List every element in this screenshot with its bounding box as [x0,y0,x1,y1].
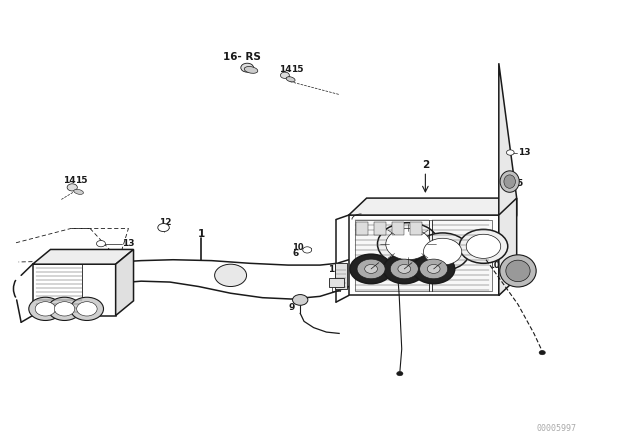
Text: 10: 10 [488,261,500,270]
Ellipse shape [500,171,519,192]
Circle shape [48,297,81,320]
Text: 15: 15 [75,176,88,185]
Circle shape [413,254,455,284]
Circle shape [350,254,392,284]
Circle shape [303,247,312,253]
Text: 13: 13 [518,148,531,157]
Circle shape [292,295,308,305]
Circle shape [397,371,403,376]
Circle shape [241,63,253,72]
Ellipse shape [500,255,536,287]
Polygon shape [499,63,516,296]
Ellipse shape [506,260,530,282]
Circle shape [539,350,545,355]
Text: 13: 13 [122,239,134,248]
Text: 11: 11 [328,265,341,274]
Bar [355,220,492,291]
Text: 4: 4 [445,251,451,260]
Text: 3: 3 [492,240,499,249]
Polygon shape [349,198,516,215]
Text: 3: 3 [406,260,413,269]
Circle shape [214,264,246,287]
Circle shape [467,234,500,258]
Bar [374,222,386,235]
Circle shape [428,264,440,273]
Polygon shape [499,198,516,296]
Bar [33,264,116,315]
Circle shape [416,233,469,271]
Circle shape [386,228,431,260]
Bar [349,215,499,296]
Circle shape [158,224,170,232]
Text: 00005997: 00005997 [536,424,576,433]
Bar [392,222,404,235]
Text: 8: 8 [483,258,489,267]
Ellipse shape [504,175,515,188]
Text: 10: 10 [292,243,304,252]
Bar [410,222,422,235]
Circle shape [460,229,508,263]
Circle shape [378,223,439,266]
Circle shape [398,264,411,273]
Polygon shape [33,250,134,264]
Circle shape [506,150,514,155]
Text: 15: 15 [291,65,303,73]
Circle shape [54,302,75,316]
Bar [329,278,344,288]
Text: 7: 7 [385,255,392,264]
Circle shape [29,297,62,320]
Text: 14: 14 [279,65,292,73]
Text: 14: 14 [63,176,76,185]
Ellipse shape [286,77,295,82]
Bar [356,222,368,235]
Circle shape [357,259,385,279]
Circle shape [67,184,77,191]
Ellipse shape [244,67,258,73]
Text: 16- RS: 16- RS [223,52,261,61]
Bar [335,263,347,289]
Text: 2: 2 [422,159,429,170]
Circle shape [365,264,378,273]
Circle shape [383,254,426,284]
Circle shape [97,241,106,247]
Circle shape [420,259,448,279]
Text: 5: 5 [516,179,523,188]
Ellipse shape [74,190,83,194]
Circle shape [35,302,56,316]
Circle shape [70,297,104,320]
Text: 12: 12 [159,218,172,227]
Circle shape [280,72,289,78]
Text: 9: 9 [288,303,294,312]
Text: 6: 6 [292,249,299,258]
Text: 1: 1 [198,229,205,239]
Circle shape [77,302,97,316]
Circle shape [424,238,462,265]
Circle shape [390,259,419,279]
Polygon shape [116,250,134,315]
